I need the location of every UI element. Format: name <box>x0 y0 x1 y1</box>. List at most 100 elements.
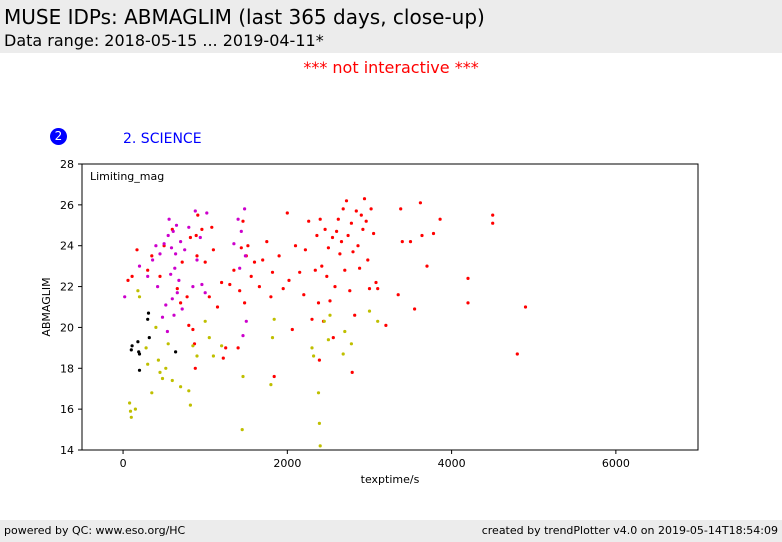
data-point <box>180 307 184 311</box>
data-point <box>491 213 495 217</box>
footer-created-by: created by trendPlotter v4.0 on 2019-05-… <box>481 524 778 537</box>
scatter-chart: 0 2000 4000 6000 14 16 18 20 22 24 26 28 Limiting_… <box>40 158 699 486</box>
data-point <box>191 344 195 348</box>
data-point <box>187 389 191 393</box>
y-tick-label: 16 <box>60 403 74 416</box>
data-point <box>339 240 344 244</box>
data-point <box>333 285 337 289</box>
data-point <box>396 293 400 297</box>
data-point <box>137 264 142 268</box>
section-number-badge: 2 <box>50 128 67 145</box>
not-interactive-notice: *** not interactive *** <box>303 58 479 77</box>
data-point <box>200 282 204 287</box>
data-point <box>210 225 214 229</box>
data-point <box>249 274 253 278</box>
data-point <box>228 282 232 287</box>
data-point <box>170 378 174 383</box>
data-point <box>177 278 181 282</box>
data-point <box>374 280 378 285</box>
data-point <box>170 297 174 301</box>
data-point <box>221 356 225 360</box>
data-point <box>310 317 314 321</box>
data-point <box>175 291 179 295</box>
data-point <box>431 231 436 236</box>
footer-bar: powered by QC: www.eso.org/HC created by… <box>0 520 782 542</box>
data-point <box>243 254 247 258</box>
data-point <box>359 213 363 217</box>
data-point <box>351 250 355 254</box>
data-point <box>150 391 154 395</box>
data-point <box>350 370 354 374</box>
data-point <box>265 240 269 244</box>
data-point <box>272 374 276 379</box>
data-point <box>211 248 215 252</box>
y-tick-label: 24 <box>60 240 74 253</box>
data-point <box>185 295 189 299</box>
data-point <box>302 293 306 297</box>
x-tick-label: 6000 <box>602 457 630 470</box>
data-point <box>241 374 245 379</box>
data-point <box>372 231 376 236</box>
data-point <box>420 233 424 238</box>
data-point <box>129 415 133 419</box>
data-point <box>195 254 199 258</box>
data-point <box>366 258 370 262</box>
data-point <box>146 268 150 272</box>
data-point <box>133 407 137 411</box>
data-point <box>154 244 158 248</box>
data-point <box>353 313 357 317</box>
y-tick-label: 18 <box>60 362 74 375</box>
data-point <box>146 362 150 366</box>
data-point <box>172 313 176 317</box>
data-point <box>239 246 243 250</box>
data-point <box>150 254 154 258</box>
data-point <box>130 274 134 278</box>
data-point <box>346 233 350 238</box>
header-bar: MUSE IDPs: ABMAGLIM (last 365 days, clos… <box>0 0 782 53</box>
data-point <box>364 219 368 223</box>
data-point <box>146 311 151 315</box>
data-point <box>312 354 316 358</box>
data-point <box>316 301 321 305</box>
data-point <box>399 207 403 211</box>
data-point <box>195 354 199 358</box>
data-point <box>277 254 281 258</box>
data-point <box>323 227 327 231</box>
data-point <box>232 268 236 272</box>
y-tick-label: 20 <box>60 321 74 334</box>
data-point <box>287 278 291 282</box>
data-point <box>438 217 442 221</box>
data-point <box>338 252 342 256</box>
data-point <box>270 270 275 274</box>
data-range-subtitle: Data range: 2018-05-15 ... 2019-04-11* <box>4 31 324 50</box>
data-point <box>523 305 528 309</box>
data-point <box>252 260 257 264</box>
data-point <box>224 346 228 350</box>
x-ticks: 0 2000 4000 6000 <box>120 450 630 470</box>
data-point <box>348 289 352 293</box>
data-point <box>315 233 319 238</box>
data-point <box>147 336 151 340</box>
data-point <box>354 209 358 213</box>
data-point <box>335 229 339 233</box>
limiting-mag-annotation: Limiting_mag <box>90 170 164 183</box>
data-point <box>269 295 273 299</box>
y-tick-label: 28 <box>60 158 74 171</box>
data-point <box>196 213 200 217</box>
data-point <box>207 295 211 299</box>
data-point <box>174 252 178 256</box>
data-point <box>341 207 345 211</box>
x-tick-label: 4000 <box>438 457 466 470</box>
data-point <box>137 368 142 372</box>
points-layer <box>123 197 528 448</box>
data-point <box>160 315 165 319</box>
data-point <box>169 246 174 250</box>
data-point <box>343 268 347 272</box>
data-point <box>158 274 162 278</box>
data-point <box>317 421 321 425</box>
data-point <box>165 329 169 334</box>
data-point <box>317 358 321 362</box>
data-point <box>164 366 168 370</box>
data-point <box>307 219 311 223</box>
data-point <box>241 334 245 338</box>
